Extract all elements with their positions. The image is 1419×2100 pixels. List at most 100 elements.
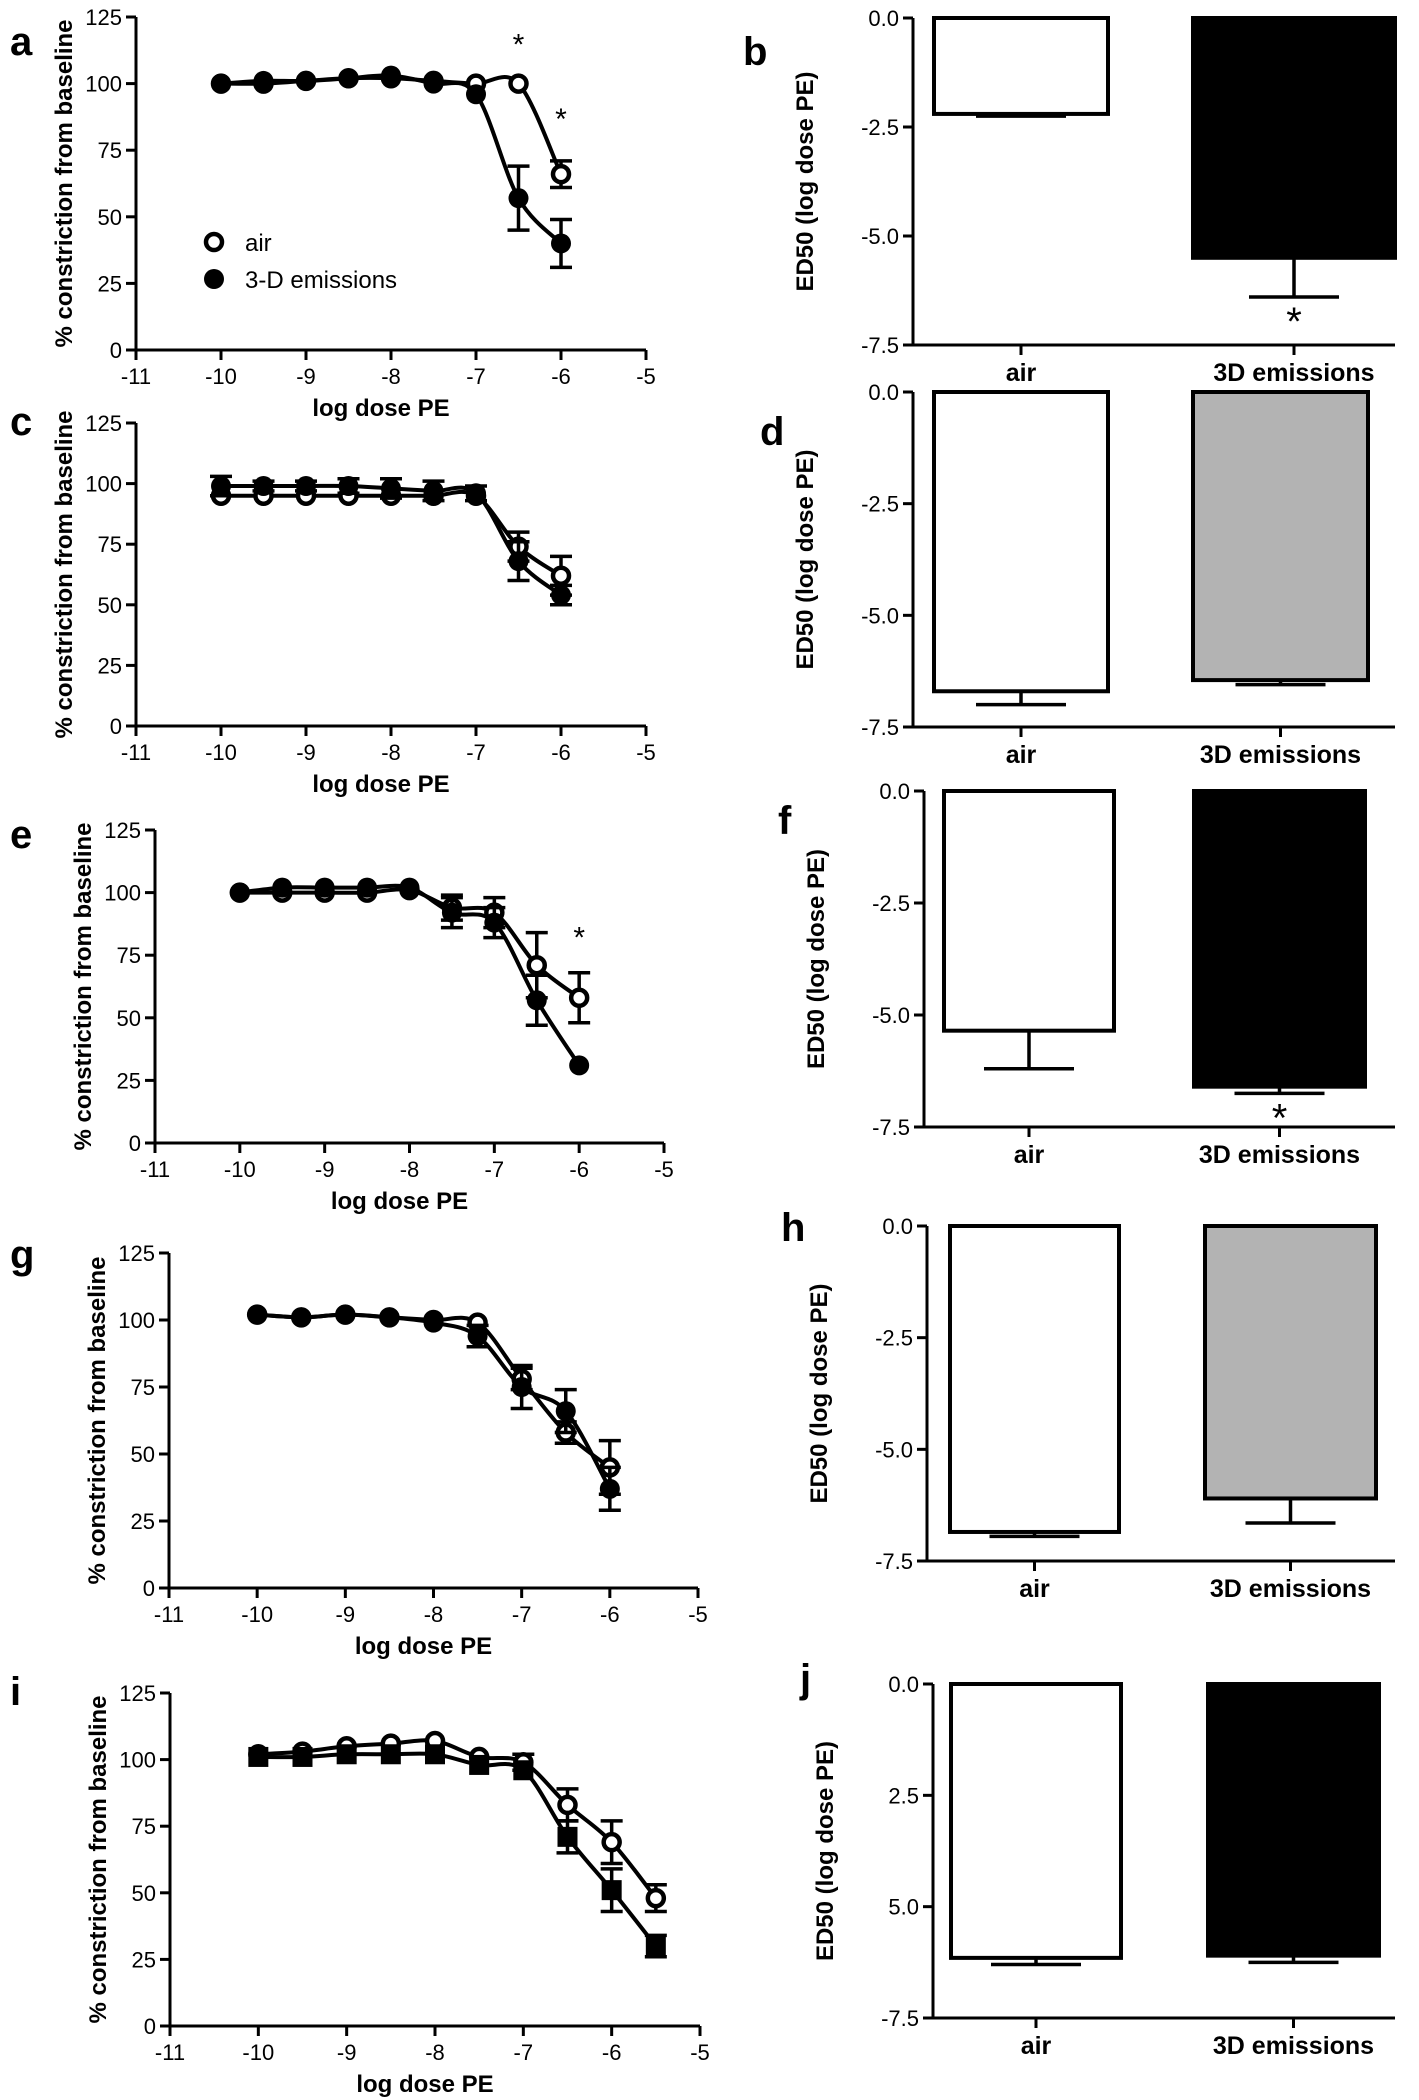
panel-label: f (778, 799, 792, 843)
category-label: 3D emissions (1213, 2032, 1374, 2060)
y-tick-label: -5.0 (861, 603, 899, 628)
x-axis-label: log dose PE (312, 395, 449, 422)
data-point (381, 478, 401, 499)
y-axis-label: ED50 (log dose PE) (792, 449, 819, 669)
y-tick-label: -2.5 (861, 115, 899, 140)
data-point (253, 70, 274, 91)
data-point (204, 269, 224, 289)
bar-chart-d: d 0.0 -2.5 -5.0 -7.5 ED50 (log dose PE) air 3D … (760, 380, 1395, 769)
data-point (338, 476, 359, 497)
panel-label: h (781, 1206, 805, 1250)
y-tick-label: 125 (85, 5, 122, 30)
data-point (557, 1794, 578, 1816)
data-point (296, 476, 316, 497)
y-tick-label: 100 (104, 881, 141, 906)
y-tick-label: 75 (132, 1814, 156, 1839)
data-point (203, 231, 225, 253)
data-point (399, 877, 420, 898)
x-tick-label: -7 (514, 2040, 534, 2065)
bar-chart-b: b 0.0 -2.5 -5.0 -7.5 ED50 (log dose PE) air 3D … (743, 6, 1397, 387)
significance-star: * (555, 103, 567, 136)
data-point (423, 73, 444, 94)
significance-star: * (513, 28, 525, 61)
bar-chart-f: f 0.0 -2.5 -5.0 -7.5 ED50 (log dose PE) air 3D … (778, 779, 1395, 1169)
data-point (336, 1744, 357, 1765)
data-point (511, 1377, 532, 1397)
y-axis-label: % constriction from baseline (51, 19, 78, 347)
data-point (247, 1304, 268, 1325)
significance-star: * (573, 922, 585, 955)
x-tick-label: -8 (424, 1602, 444, 1627)
y-tick-label: 0.0 (879, 779, 910, 804)
y-tick-label: 0 (143, 1576, 155, 1601)
y-tick-label: 75 (98, 532, 122, 557)
series-1 (229, 877, 590, 1076)
data-point (229, 882, 250, 903)
significance-star: * (1272, 1096, 1288, 1140)
data-point (296, 70, 316, 91)
y-axis-label: ED50 (log dose PE) (806, 1283, 833, 1503)
y-tick-label: 5.0 (888, 1895, 919, 1920)
series-1 (211, 65, 572, 270)
data-point (508, 551, 529, 572)
y-tick-label: 25 (117, 1068, 141, 1093)
x-axis-label: log dose PE (356, 2071, 493, 2098)
y-tick-label: 75 (117, 943, 141, 968)
data-point (380, 1744, 401, 1765)
x-tick-label: -11 (121, 364, 151, 389)
y-tick-label: -2.5 (875, 1326, 913, 1351)
data-point (645, 1887, 667, 1909)
y-tick-label: 25 (132, 1947, 156, 1972)
y-tick-label: 2.5 (888, 1783, 919, 1808)
fit-curve (258, 1738, 658, 1900)
y-axis-label: ED50 (log dose PE) (803, 849, 830, 1069)
data-point (425, 1744, 445, 1765)
data-point (423, 480, 444, 501)
category-label: 3D emissions (1213, 359, 1374, 387)
x-tick-label: -9 (336, 1602, 356, 1627)
category-label: air (1006, 359, 1037, 387)
category-label: air (1021, 2032, 1052, 2060)
y-tick-label: 0 (129, 1131, 141, 1156)
category-label: 3D emissions (1210, 1575, 1371, 1603)
y-tick-label: 0.0 (888, 1672, 919, 1697)
bar (1191, 16, 1397, 260)
y-tick-label: -7.5 (861, 715, 899, 740)
y-tick-label: 125 (118, 1241, 155, 1266)
data-point (292, 1746, 313, 1767)
y-tick-label: 100 (85, 472, 122, 497)
x-tick-label: -7 (485, 1157, 505, 1182)
y-tick-label: -7.5 (872, 1115, 910, 1140)
data-point (272, 877, 293, 898)
x-tick-label: -10 (224, 1157, 256, 1182)
y-axis-label: ED50 (log dose PE) (792, 71, 819, 291)
data-point (379, 1307, 400, 1328)
data-point (569, 1055, 590, 1076)
y-tick-label: 0 (144, 2014, 156, 2039)
category-label: 3D emissions (1200, 741, 1361, 769)
fit-curve (258, 1751, 658, 1948)
category-label: 3D emissions (1199, 1141, 1360, 1169)
bar (1192, 789, 1367, 1089)
y-tick-label: -5.0 (875, 1437, 913, 1462)
y-tick-label: 0.0 (868, 380, 899, 405)
line-chart-c: c 0 25 50 75 100 125 -11 -10 -9 -8 -7 -6 -5 log dose P… (10, 400, 656, 798)
y-tick-label: 50 (98, 205, 122, 230)
y-tick-label: 25 (131, 1509, 155, 1534)
y-axis-label: ED50 (log dose PE) (812, 1741, 839, 1961)
x-tick-label: -6 (602, 2040, 622, 2065)
data-point (338, 68, 359, 89)
panel-label: e (10, 813, 32, 857)
data-point (211, 476, 231, 497)
x-tick-label: -7 (466, 364, 486, 389)
panel-label: a (10, 20, 33, 64)
x-tick-label: -5 (636, 364, 656, 389)
bar (1191, 390, 1370, 683)
y-axis-label: % constriction from baseline (51, 410, 78, 738)
x-tick-label: -6 (569, 1157, 589, 1182)
data-point (211, 73, 231, 94)
x-axis-label: log dose PE (331, 1188, 468, 1215)
series-1 (248, 1744, 667, 1959)
data-point (568, 987, 590, 1009)
panel-label: d (760, 410, 784, 454)
